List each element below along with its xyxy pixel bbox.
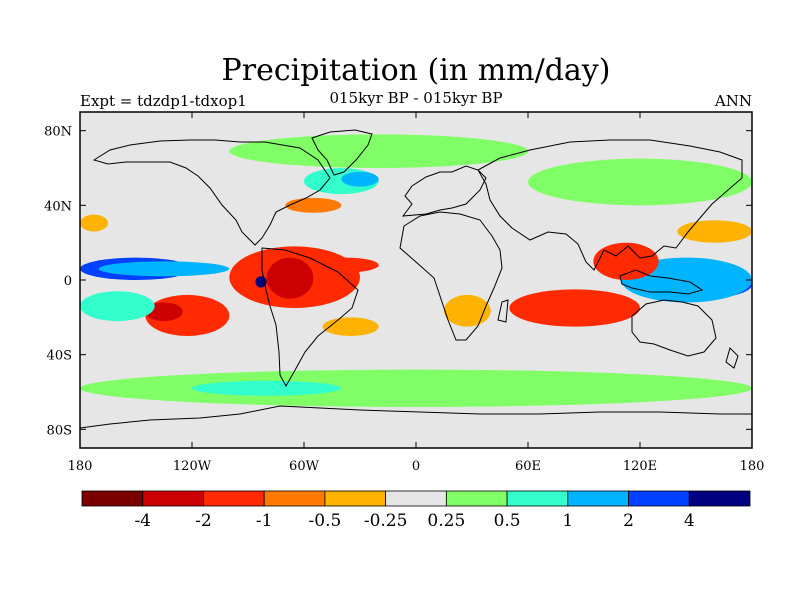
x-tick-label-4: 60E bbox=[515, 459, 541, 474]
colorbar-label-4: -0.25 bbox=[364, 511, 408, 531]
coastline-new-zealand bbox=[725, 347, 739, 369]
region-north-pacific-dry bbox=[80, 214, 108, 232]
region-north-atlantic-wet-core bbox=[341, 171, 379, 187]
x-tick-label-0: 180 bbox=[68, 459, 93, 474]
colorbar-swatch-7 bbox=[506, 490, 569, 507]
region-south-pacific-wet bbox=[80, 291, 155, 322]
region-south-atlantic-dry bbox=[322, 317, 379, 336]
region-equatorial-east-pacific bbox=[98, 261, 230, 277]
region-eurasia-wet bbox=[528, 158, 752, 206]
colorbar-label-8: 2 bbox=[623, 511, 634, 531]
colorbar-label-1: -2 bbox=[195, 511, 212, 531]
coastline-south-america bbox=[261, 247, 359, 388]
region-amazon-dry-core bbox=[266, 257, 314, 299]
region-south-indian-dry bbox=[509, 289, 640, 327]
coastline-asia bbox=[477, 139, 743, 271]
colorbar-swatch-0 bbox=[81, 490, 144, 507]
subtitle-center: 015kyr BP - 015kyr BP bbox=[329, 89, 502, 107]
y-tick-label-3: 40S bbox=[47, 349, 72, 364]
colorbar-swatch-2 bbox=[203, 490, 265, 507]
colorbar-swatch-3 bbox=[263, 490, 326, 507]
map-plot-area: 180 120W 60W 0 60E 120E 180 80N 40N 0 40S 80S bbox=[44, 111, 764, 474]
region-southern-ocean-wet bbox=[80, 369, 752, 407]
x-tick-label-2: 60W bbox=[289, 459, 320, 474]
region-indochina-dry bbox=[593, 242, 659, 280]
coastline-greenland bbox=[311, 129, 373, 176]
colorbar-label-5: 0.25 bbox=[427, 511, 465, 531]
axis-ticks: 180 120W 60W 0 60E 120E 180 80N 40N 0 40S 80S bbox=[44, 112, 764, 474]
colorbar-swatch-4 bbox=[324, 490, 387, 507]
y-tick-label-1: 40N bbox=[44, 199, 72, 214]
colorbar-label-0: -4 bbox=[134, 511, 151, 531]
coastline-indonesia bbox=[619, 269, 704, 295]
y-tick-label-2: 0 bbox=[64, 274, 72, 289]
coastline-antarctica bbox=[80, 405, 752, 429]
coastline-madagascar bbox=[497, 299, 509, 323]
colorbar-swatch-8 bbox=[567, 490, 629, 507]
coastline-africa bbox=[399, 211, 503, 341]
subtitle-left: Expt = tdzdp1-tdxop1 bbox=[80, 92, 247, 110]
colorbar-label-7: 1 bbox=[562, 511, 573, 531]
chart-title: Precipitation (in mm/day) bbox=[222, 53, 611, 88]
x-tick-label-1: 120W bbox=[173, 459, 212, 474]
colorbar-swatch-6 bbox=[445, 490, 508, 507]
colorbar-swatch-10 bbox=[688, 490, 751, 507]
coastline-north-america bbox=[92, 139, 331, 246]
region-atlantic-itcz-dry bbox=[313, 257, 379, 273]
x-tick-label-5: 120E bbox=[623, 459, 657, 474]
colorbar-label-3: -0.5 bbox=[309, 511, 342, 531]
coastline-australia bbox=[631, 299, 717, 357]
region-southern-africa-dry bbox=[444, 294, 491, 327]
subtitle-right: ANN bbox=[714, 92, 752, 110]
region-north-atlantic-dry bbox=[285, 197, 342, 213]
colorbar-label-2: -1 bbox=[256, 511, 273, 531]
region-southern-ocean-wet-core bbox=[192, 380, 342, 396]
region-north-west-pacific-dry bbox=[677, 220, 752, 243]
colorbar: -4 -2 -1 -0.5 -0.25 0.25 0.5 1 2 4 bbox=[81, 490, 751, 531]
region-south-pacific-dry-core bbox=[145, 302, 183, 322]
y-tick-label-4: 80S bbox=[47, 423, 72, 438]
x-tick-label-6: 180 bbox=[740, 459, 765, 474]
colorbar-label-6: 0.5 bbox=[494, 511, 521, 531]
coastlines bbox=[80, 129, 752, 429]
colorbar-swatch-5 bbox=[385, 490, 447, 507]
y-tick-label-0: 80N bbox=[44, 125, 72, 140]
region-arctic-wet bbox=[229, 134, 529, 168]
x-tick-label-3: 0 bbox=[412, 459, 420, 474]
colorbar-label-9: 4 bbox=[684, 511, 695, 531]
colorbar-swatch-9 bbox=[628, 490, 690, 507]
colorbar-swatch-1 bbox=[142, 490, 204, 507]
